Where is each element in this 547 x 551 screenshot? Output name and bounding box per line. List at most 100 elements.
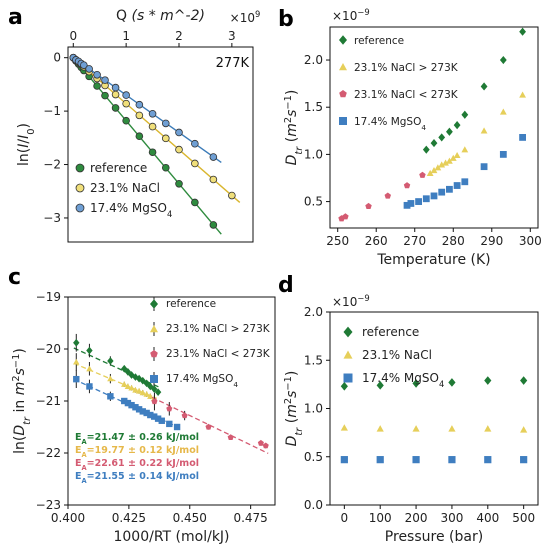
x-axis-label-d: Pressure (bar) [385, 529, 483, 545]
y-axis-label-a: ln(I/I0) [16, 123, 37, 166]
legend-label-a-2: 17.4% MgSO4 [90, 201, 172, 219]
data-point-a-1 [175, 145, 183, 154]
data-point-b-3 [407, 200, 415, 207]
panel-letter-b: b [278, 7, 294, 32]
x-tick-label-c: 0.475 [233, 511, 267, 525]
panel-letter-d: d [278, 273, 294, 298]
x-tick-label-c: 0.450 [173, 511, 207, 525]
data-point-c-0 [86, 346, 93, 355]
panel-letter-c: c [8, 265, 21, 290]
data-point-c-1 [147, 393, 154, 399]
data-point-a-0 [101, 91, 109, 100]
data-point-b-0 [519, 27, 526, 36]
data-point-a-1 [191, 159, 199, 168]
legend-marker-d-0 [343, 326, 353, 338]
data-point-d-2 [340, 456, 348, 464]
plot-frame-b [329, 26, 539, 229]
x-tick-label-d: 400 [476, 511, 499, 525]
data-point-a-0 [191, 198, 199, 207]
activation-energy-2: EA=22.61 ± 0.22 kJ/mol [75, 458, 199, 472]
data-point-b-0 [461, 110, 469, 119]
data-point-b-3 [422, 195, 430, 203]
data-point-c-1 [73, 358, 80, 365]
data-point-d-1 [484, 425, 492, 432]
data-point-a-1 [111, 90, 120, 99]
plot-frame-a [67, 46, 254, 243]
data-point-c-3 [143, 409, 150, 417]
data-point-b-3 [403, 201, 411, 209]
data-point-c-3 [128, 401, 135, 409]
data-point-d-0 [412, 379, 420, 388]
data-point-b-0 [430, 138, 438, 148]
x-tick-label-d: 0 [341, 511, 349, 525]
data-point-b-0 [453, 121, 461, 130]
data-point-b-1 [438, 161, 446, 168]
activation-energy-1: EA=19.77 ± 0.12 kJ/mol [75, 445, 199, 459]
data-point-c-3 [124, 399, 132, 407]
legend-label-d-2: 17.4% MgSO4 [362, 371, 444, 389]
data-point-c-0 [139, 376, 146, 385]
x-tick-label-d: 200 [405, 511, 428, 525]
data-point-c-3 [166, 420, 173, 428]
x-tick-label-a: 0 [69, 29, 77, 43]
data-point-c-3 [86, 383, 93, 390]
data-point-d-2 [412, 456, 420, 464]
data-point-c-1 [143, 391, 150, 397]
data-point-a-0 [161, 163, 170, 172]
y-exponent-b: ×10−9 [332, 7, 370, 23]
legend-label-d-1: 23.1% NaCl [362, 348, 432, 362]
data-point-c-3 [132, 404, 139, 411]
data-point-b-3 [415, 198, 422, 205]
legend-marker-a-1 [75, 183, 85, 193]
data-point-d-1 [448, 425, 456, 432]
panel-b: 250 260 270 280 290 300 0.5 1.0 1.5 2.0 ×10−9 Tempe… [283, 7, 542, 268]
x-tick-label-a: 2 [175, 29, 183, 43]
data-point-b-2 [384, 192, 392, 199]
data-point-b-3 [519, 134, 526, 141]
data-point-b-0 [438, 133, 446, 142]
data-point-c-2 [262, 442, 269, 449]
y-tick-label-d: 0.0 [304, 498, 323, 512]
y-tick-label-a: −3 [43, 211, 61, 225]
data-point-a-2 [101, 76, 109, 84]
x-axis-label-a: Q (s * m^-2) [116, 8, 205, 24]
y-tick-label-b: 1.5 [304, 100, 323, 114]
data-point-a-2 [161, 119, 170, 128]
data-point-b-0 [422, 145, 430, 154]
legend-label-b-2: 23.1% NaCl < 273K [354, 89, 459, 101]
y-tick-label-c: −23 [36, 498, 61, 512]
data-point-a-1 [148, 122, 157, 131]
data-point-b-1 [461, 146, 469, 153]
legend-marker-d-2 [343, 373, 353, 383]
activation-energy-3: EA=21.55 ± 0.14 kJ/mol [75, 471, 199, 485]
data-point-a-0 [209, 221, 218, 229]
data-point-a-2 [209, 153, 218, 161]
legend-marker-b-3 [339, 117, 347, 125]
data-point-d-1 [520, 426, 528, 433]
data-point-a-1 [161, 134, 170, 143]
panel-letter-a: a [8, 5, 23, 30]
y-tick-label-d: 2.0 [304, 305, 323, 319]
legend-label-b-1: 23.1% NaCl > 273K [354, 62, 459, 74]
activation-energy-0: EA=21.47 ± 0.26 kJ/mol [75, 432, 199, 446]
y-tick-label-c: −20 [36, 342, 61, 356]
data-point-a-0 [111, 104, 120, 112]
data-point-c-1 [139, 389, 146, 396]
data-point-c-1 [86, 365, 93, 372]
legend-marker-c-2 [150, 350, 158, 358]
x-tick-label-b: 250 [326, 234, 349, 248]
x-tick-label-c: 0.425 [112, 511, 146, 525]
y-tick-label-d: 0.5 [304, 450, 323, 464]
data-point-c-3 [173, 423, 181, 431]
x-tick-label-b: 280 [442, 234, 465, 248]
data-point-d-1 [340, 424, 348, 431]
data-point-b-1 [434, 164, 442, 171]
data-point-b-3 [430, 192, 438, 200]
data-point-c-3 [135, 406, 143, 413]
data-point-d-2 [448, 456, 456, 464]
panel-d: 0 100 200 300 400 500 0.0 0.5 1.0 1.5 2.0 ×10−9 Pres… [283, 293, 539, 545]
y-tick-label-d: 1.0 [304, 402, 323, 416]
data-point-b-1 [519, 91, 526, 98]
data-point-a-2 [85, 65, 93, 73]
y-tick-label-a: −2 [43, 158, 61, 172]
